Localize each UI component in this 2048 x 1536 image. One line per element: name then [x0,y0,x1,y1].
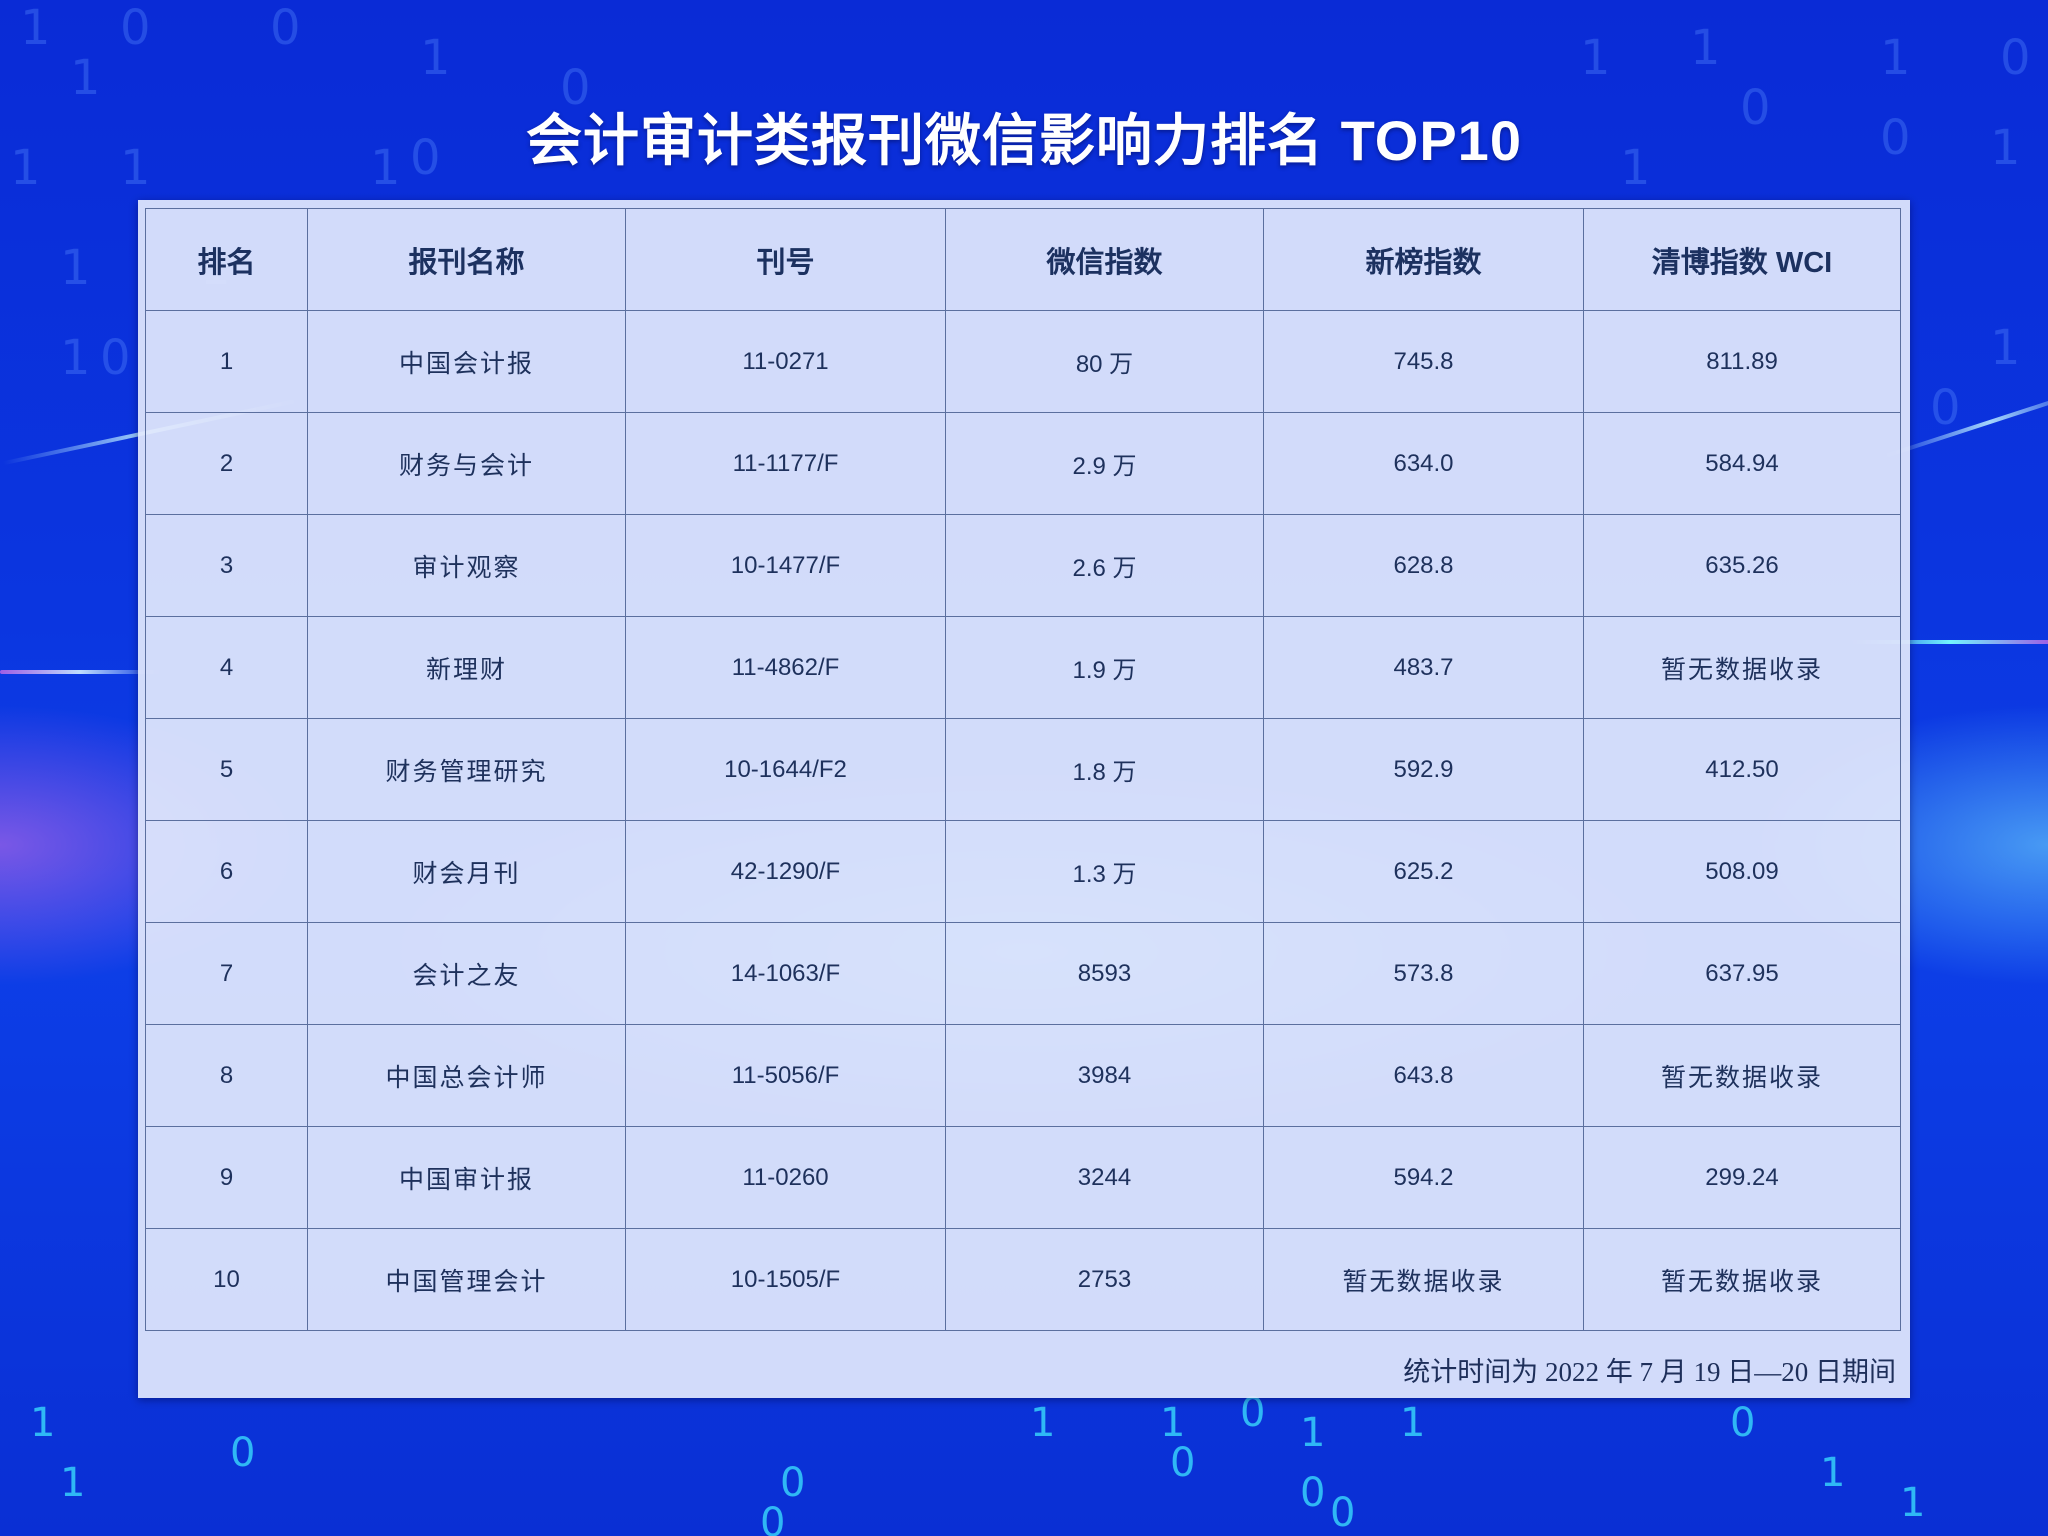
cell-wechat-index: 2.9 万 [945,412,1264,515]
cell-newrank-index: 634.0 [1263,412,1584,515]
table-row: 10 中国管理会计 10-1505/F 2753 暂无数据收录 暂无数据收录 [145,1228,1901,1331]
header-wci-index: 清博指数 WCI [1583,208,1901,311]
cell-issn: 11-0271 [625,310,946,413]
cell-wechat-index: 80 万 [945,310,1264,413]
cell-rank: 2 [145,412,308,515]
cell-rank: 9 [145,1126,308,1229]
cell-rank: 7 [145,922,308,1025]
cell-issn: 11-4862/F [625,616,946,719]
cell-wci-index: 412.50 [1583,718,1901,821]
cell-rank: 4 [145,616,308,719]
cell-publication-name: 财务管理研究 [307,718,626,821]
cell-publication-name: 会计之友 [307,922,626,1025]
table-header-row: 排名 报刊名称 刊号 微信指数 新榜指数 清博指数 WCI [145,208,1901,311]
cell-newrank-index: 745.8 [1263,310,1584,413]
cell-issn: 11-1177/F [625,412,946,515]
header-publication-name: 报刊名称 [307,208,626,311]
cell-wechat-index: 2.6 万 [945,514,1264,617]
cell-publication-name: 中国会计报 [307,310,626,413]
cell-newrank-index: 625.2 [1263,820,1584,923]
table-row: 2 财务与会计 11-1177/F 2.9 万 634.0 584.94 [145,412,1901,515]
cell-rank: 1 [145,310,308,413]
cell-publication-name: 审计观察 [307,514,626,617]
table-row: 9 中国审计报 11-0260 3244 594.2 299.24 [145,1126,1901,1229]
cell-wechat-index: 3984 [945,1024,1264,1127]
cell-rank: 6 [145,820,308,923]
cell-publication-name: 新理财 [307,616,626,719]
cell-issn: 10-1477/F [625,514,946,617]
cell-publication-name: 中国审计报 [307,1126,626,1229]
header-rank: 排名 [145,208,308,311]
cell-issn: 10-1505/F [625,1228,946,1331]
cell-newrank-index: 暂无数据收录 [1263,1228,1584,1331]
cell-publication-name: 中国总会计师 [307,1024,626,1127]
cell-newrank-index: 643.8 [1263,1024,1584,1127]
cell-newrank-index: 594.2 [1263,1126,1584,1229]
table-row: 8 中国总会计师 11-5056/F 3984 643.8 暂无数据收录 [145,1024,1901,1127]
cell-wechat-index: 1.9 万 [945,616,1264,719]
cell-issn: 11-5056/F [625,1024,946,1127]
cell-wci-index: 暂无数据收录 [1583,616,1901,719]
cell-wci-index: 637.95 [1583,922,1901,1025]
table-row: 6 财会月刊 42-1290/F 1.3 万 625.2 508.09 [145,820,1901,923]
cell-wci-index: 811.89 [1583,310,1901,413]
cell-issn: 14-1063/F [625,922,946,1025]
cell-wci-index: 635.26 [1583,514,1901,617]
cell-rank: 8 [145,1024,308,1127]
header-issn: 刊号 [625,208,946,311]
cell-wechat-index: 2753 [945,1228,1264,1331]
page-title: 会计审计类报刊微信影响力排名 TOP10 [526,109,1522,172]
table-row: 3 审计观察 10-1477/F 2.6 万 628.8 635.26 [145,514,1901,617]
cell-newrank-index: 628.8 [1263,514,1584,617]
cell-rank: 5 [145,718,308,821]
cell-issn: 11-0260 [625,1126,946,1229]
cell-wechat-index: 8593 [945,922,1264,1025]
cell-wechat-index: 1.8 万 [945,718,1264,821]
cell-publication-name: 中国管理会计 [307,1228,626,1331]
cell-publication-name: 财务与会计 [307,412,626,515]
cell-wci-index: 584.94 [1583,412,1901,515]
cell-wci-index: 暂无数据收录 [1583,1024,1901,1127]
cell-newrank-index: 573.8 [1263,922,1584,1025]
cell-newrank-index: 483.7 [1263,616,1584,719]
cell-wechat-index: 1.3 万 [945,820,1264,923]
cell-wci-index: 暂无数据收录 [1583,1228,1901,1331]
cell-wechat-index: 3244 [945,1126,1264,1229]
ranking-table: 排名 报刊名称 刊号 微信指数 新榜指数 清博指数 WCI 1 中国会计报 11… [145,208,1901,1331]
header-newrank-index: 新榜指数 [1263,208,1584,311]
statistics-period-note: 统计时间为 2022 年 7 月 19 日—20 日期间 [1403,1357,1896,1387]
ranking-panel: 排名 报刊名称 刊号 微信指数 新榜指数 清博指数 WCI 1 中国会计报 11… [138,200,1910,1398]
cell-rank: 10 [145,1228,308,1331]
table-row: 5 财务管理研究 10-1644/F2 1.8 万 592.9 412.50 [145,718,1901,821]
table-row: 1 中国会计报 11-0271 80 万 745.8 811.89 [145,310,1901,413]
cell-issn: 10-1644/F2 [625,718,946,821]
header-wechat-index: 微信指数 [945,208,1264,311]
cell-publication-name: 财会月刊 [307,820,626,923]
cell-issn: 42-1290/F [625,820,946,923]
cell-rank: 3 [145,514,308,617]
cell-newrank-index: 592.9 [1263,718,1584,821]
cell-wci-index: 299.24 [1583,1126,1901,1229]
cell-wci-index: 508.09 [1583,820,1901,923]
table-row: 4 新理财 11-4862/F 1.9 万 483.7 暂无数据收录 [145,616,1901,719]
table-row: 7 会计之友 14-1063/F 8593 573.8 637.95 [145,922,1901,1025]
